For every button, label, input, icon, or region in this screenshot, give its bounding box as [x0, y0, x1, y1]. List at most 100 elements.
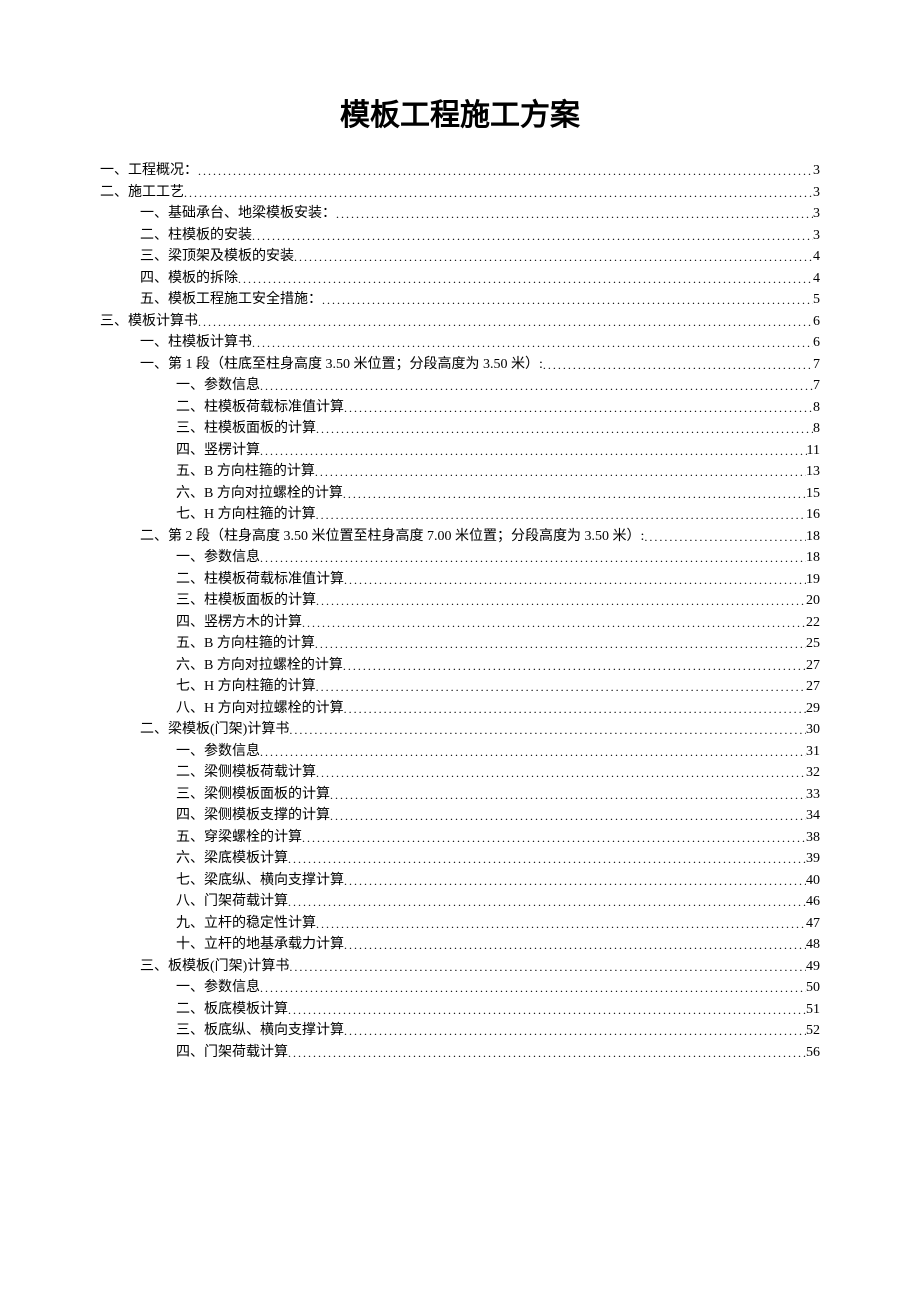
table-of-contents: 一、工程概况：3二、施工工艺3一、基础承台、地梁模板安装：3二、柱模板的安装3三… [100, 164, 820, 1060]
toc-leader-dots [238, 273, 813, 287]
toc-entry-page: 8 [813, 422, 820, 436]
toc-leader-dots [316, 509, 806, 523]
toc-leader-dots [343, 660, 806, 674]
toc-entry-page: 25 [806, 637, 820, 651]
toc-leader-dots [288, 1047, 806, 1061]
toc-entry-label: 四、竖楞方木的计算 [176, 616, 302, 630]
toc-entry-page: 18 [806, 530, 820, 544]
toc-leader-dots [344, 703, 806, 717]
toc-entry-label: 三、板底纵、横向支撑计算 [176, 1024, 344, 1038]
toc-entry-label: 一、柱模板计算书 [140, 336, 252, 350]
toc-entry-label: 三、柱模板面板的计算 [176, 594, 316, 608]
toc-leader-dots [644, 531, 806, 545]
toc-entry: 三、柱模板面板的计算8 [100, 422, 820, 436]
toc-leader-dots [184, 187, 813, 201]
toc-entry-page: 40 [806, 874, 820, 888]
toc-entry-label: 二、板底模板计算 [176, 1003, 288, 1017]
toc-entry-label: 一、工程概况： [100, 164, 198, 178]
toc-entry-label: 二、柱模板的安装 [140, 229, 252, 243]
toc-entry-page: 22 [806, 616, 820, 630]
toc-leader-dots [260, 982, 806, 996]
toc-leader-dots [322, 294, 813, 308]
toc-leader-dots [252, 230, 813, 244]
toc-leader-dots [260, 380, 813, 394]
toc-leader-dots [344, 1025, 806, 1039]
toc-entry-page: 52 [806, 1024, 820, 1038]
toc-entry: 二、柱模板荷载标准值计算19 [100, 573, 820, 587]
toc-entry-page: 7 [813, 379, 820, 393]
toc-entry-label: 一、第 1 段（柱底至柱身高度 3.50 米位置；分段高度为 3.50 米）: [140, 358, 543, 372]
toc-entry: 一、柱模板计算书6 [100, 336, 820, 350]
toc-entry-label: 二、柱模板荷载标准值计算 [176, 573, 344, 587]
toc-entry: 四、门架荷载计算 56 [100, 1046, 820, 1060]
toc-entry-page: 5 [813, 293, 820, 307]
toc-entry-label: 三、板模板(门架)计算书 [140, 960, 289, 974]
toc-entry: 三、模板计算书6 [100, 315, 820, 329]
toc-leader-dots [316, 918, 806, 932]
toc-entry-page: 39 [806, 852, 820, 866]
toc-entry-label: 五、模板工程施工安全措施： [140, 293, 322, 307]
toc-entry-label: 七、H 方向柱箍的计算 [176, 508, 316, 522]
toc-entry-page: 56 [806, 1046, 820, 1060]
toc-entry-label: 四、门架荷载计算 [176, 1046, 288, 1060]
toc-entry-label: 四、竖楞计算 [176, 444, 260, 458]
toc-entry: 四、竖楞计算 11 [100, 444, 820, 458]
toc-entry-page: 20 [806, 594, 820, 608]
toc-entry-page: 15 [806, 487, 820, 501]
toc-entry-label: 八、H 方向对拉螺栓的计算 [176, 702, 344, 716]
toc-entry-label: 三、梁顶架及模板的安装 [140, 250, 294, 264]
toc-entry-label: 六、B 方向对拉螺栓的计算 [176, 487, 343, 501]
toc-entry-page: 3 [813, 186, 820, 200]
toc-entry-page: 16 [806, 508, 820, 522]
toc-entry-page: 18 [806, 551, 820, 565]
toc-entry: 三、柱模板面板的计算 20 [100, 594, 820, 608]
toc-entry-page: 34 [806, 809, 820, 823]
toc-leader-dots [316, 423, 813, 437]
toc-entry: 一、基础承台、地梁模板安装：3 [100, 207, 820, 221]
toc-entry-label: 六、B 方向对拉螺栓的计算 [176, 659, 343, 673]
document-title: 模板工程施工方案 [100, 90, 820, 134]
toc-entry-page: 6 [813, 315, 820, 329]
toc-entry: 四、梁侧模板支撑的计算 34 [100, 809, 820, 823]
toc-leader-dots [343, 488, 806, 502]
toc-entry: 七、梁底纵、横向支撑计算40 [100, 874, 820, 888]
toc-leader-dots [260, 552, 806, 566]
toc-entry: 七、H 方向柱箍的计算27 [100, 680, 820, 694]
toc-leader-dots [289, 961, 806, 975]
toc-entry: 三、板底纵、横向支撑计算 52 [100, 1024, 820, 1038]
toc-leader-dots [316, 595, 806, 609]
toc-entry-label: 二、梁模板(门架)计算书 [140, 723, 289, 737]
toc-leader-dots [288, 896, 806, 910]
toc-entry: 四、竖楞方木的计算 22 [100, 616, 820, 630]
toc-entry: 八、门架荷载计算46 [100, 895, 820, 909]
toc-leader-dots [315, 638, 806, 652]
toc-entry: 三、梁顶架及模板的安装4 [100, 250, 820, 264]
toc-leader-dots [315, 466, 806, 480]
toc-entry-page: 32 [806, 766, 820, 780]
toc-leader-dots [344, 574, 806, 588]
toc-entry: 一、参数信息 18 [100, 551, 820, 565]
toc-entry-label: 九、立杆的稳定性计算 [176, 917, 316, 931]
toc-entry-page: 11 [807, 444, 820, 458]
toc-leader-dots [316, 681, 806, 695]
toc-entry-label: 四、梁侧模板支撑的计算 [176, 809, 330, 823]
toc-entry-page: 3 [813, 207, 820, 221]
toc-entry-page: 47 [806, 917, 820, 931]
toc-leader-dots [344, 402, 813, 416]
toc-entry-label: 五、B 方向柱箍的计算 [176, 465, 315, 479]
toc-entry: 二、第 2 段（柱身高度 3.50 米位置至柱身高度 7.00 米位置；分段高度… [100, 530, 820, 544]
toc-entry: 八、H 方向对拉螺栓的计算29 [100, 702, 820, 716]
toc-entry-page: 3 [813, 229, 820, 243]
toc-entry: 五、穿梁螺栓的计算38 [100, 831, 820, 845]
toc-entry-label: 一、参数信息 [176, 551, 260, 565]
toc-leader-dots [198, 165, 813, 179]
toc-entry: 五、模板工程施工安全措施： 5 [100, 293, 820, 307]
toc-entry-page: 50 [806, 981, 820, 995]
toc-entry-label: 十、立杆的地基承载力计算 [176, 938, 344, 952]
toc-entry-page: 13 [806, 465, 820, 479]
toc-entry-page: 7 [813, 358, 820, 372]
toc-entry-label: 五、B 方向柱箍的计算 [176, 637, 315, 651]
toc-entry: 四、模板的拆除4 [100, 272, 820, 286]
toc-entry-label: 二、柱模板荷载标准值计算 [176, 401, 344, 415]
toc-entry-label: 七、H 方向柱箍的计算 [176, 680, 316, 694]
